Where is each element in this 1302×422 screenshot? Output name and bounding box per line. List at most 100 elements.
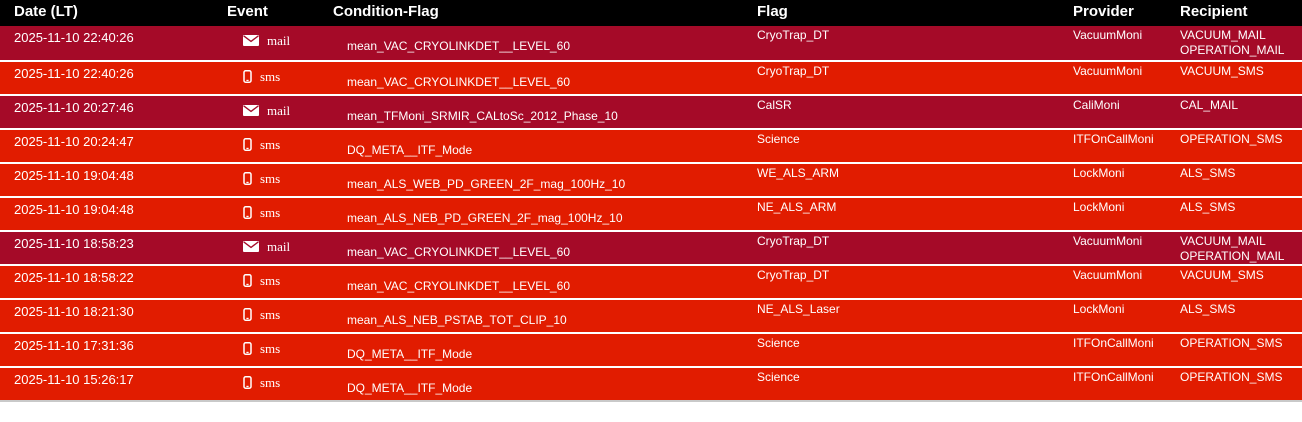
recipient-cell: OPERATION_SMS	[1179, 130, 1302, 162]
alert-row: 2025-11-10 22:40:26 sms mean_VAC_CRYOLIN…	[0, 60, 1302, 94]
column-header-condition-flag: Condition-Flag	[333, 3, 439, 20]
column-header-flag: Flag	[757, 3, 788, 20]
flag-cell: WE_ALS_ARM	[757, 166, 840, 180]
provider-cell: VacuumMoni	[1073, 234, 1143, 248]
flag-cell: CryoTrap_DT	[757, 234, 830, 248]
recipient-cell: VACUUM_MAIL OPERATION_MAIL	[1179, 232, 1302, 264]
table-body: 2025-11-10 22:40:26 mail mean_VAC_CRYOLI…	[0, 26, 1302, 400]
event-cell: sms	[215, 198, 333, 230]
date-cell: 2025-11-10 18:58:22	[14, 270, 134, 285]
provider-cell: LockMoni	[1073, 302, 1125, 316]
recipient-cell: CAL_MAIL	[1179, 96, 1302, 128]
condition-flag-cell: mean_ALS_NEB_PD_GREEN_2F_mag_100Hz_10	[347, 211, 623, 225]
provider-cell: LockMoni	[1073, 166, 1125, 180]
event-label: sms	[260, 341, 281, 356]
alert-row: 2025-11-10 22:40:26 mail mean_VAC_CRYOLI…	[0, 26, 1302, 60]
event-cell: sms	[215, 368, 333, 400]
recipient-item: CAL_MAIL	[1180, 98, 1239, 112]
recipient-item: VACUUM_SMS	[1180, 268, 1264, 282]
recipient-item: OPERATION_SMS	[1180, 132, 1283, 146]
recipient-cell: ALS_SMS	[1179, 164, 1302, 196]
alert-row: 2025-11-10 19:04:48 sms mean_ALS_WEB_PD_…	[0, 162, 1302, 196]
recipient-item: OPERATION_MAIL	[1180, 249, 1285, 263]
alert-log-table: Date (LT) Event Condition-Flag Flag Prov…	[0, 0, 1302, 402]
date-cell: 2025-11-10 17:31:36	[14, 338, 134, 353]
flag-cell: CryoTrap_DT	[757, 268, 830, 282]
event-cell: sms	[215, 266, 333, 298]
alert-row: 2025-11-10 17:31:36 sms DQ_META__ITF_Mod…	[0, 332, 1302, 366]
mail-envelope-icon	[243, 35, 259, 46]
event-label: sms	[260, 273, 281, 288]
mail-envelope-icon	[243, 241, 259, 252]
event-label: sms	[260, 205, 281, 220]
flag-cell: CryoTrap_DT	[757, 28, 830, 42]
mail-envelope-icon	[243, 105, 259, 116]
flag-cell: NE_ALS_ARM	[757, 200, 837, 214]
sms-phone-icon	[243, 172, 252, 185]
event-label: mail	[267, 239, 291, 254]
sms-phone-icon	[243, 308, 252, 321]
condition-flag-cell: DQ_META__ITF_Mode	[347, 347, 473, 361]
condition-flag-cell: mean_VAC_CRYOLINKDET__LEVEL_60	[347, 279, 571, 293]
condition-flag-cell: DQ_META__ITF_Mode	[347, 143, 473, 157]
date-cell: 2025-11-10 22:40:26	[14, 30, 134, 45]
recipient-item: OPERATION_MAIL	[1180, 43, 1285, 57]
alert-row: 2025-11-10 18:58:22 sms mean_VAC_CRYOLIN…	[0, 264, 1302, 298]
column-header-date: Date (LT)	[14, 3, 78, 20]
date-cell: 2025-11-10 20:24:47	[14, 134, 134, 149]
table-header-row: Date (LT) Event Condition-Flag Flag Prov…	[0, 0, 1302, 26]
date-cell: 2025-11-10 15:26:17	[14, 372, 134, 387]
provider-cell: ITFOnCallMoni	[1073, 132, 1154, 146]
event-cell: sms	[215, 62, 333, 94]
column-header-recipient: Recipient	[1180, 3, 1248, 20]
alert-row: 2025-11-10 18:58:23 mail mean_VAC_CRYOLI…	[0, 230, 1302, 264]
event-cell: mail	[215, 96, 333, 128]
recipient-item: OPERATION_SMS	[1180, 370, 1283, 384]
provider-cell: ITFOnCallMoni	[1073, 370, 1154, 384]
condition-flag-cell: mean_ALS_WEB_PD_GREEN_2F_mag_100Hz_10	[347, 177, 626, 191]
recipient-item: VACUUM_MAIL	[1180, 28, 1266, 42]
recipient-cell: OPERATION_SMS	[1179, 334, 1302, 366]
provider-cell: ITFOnCallMoni	[1073, 336, 1154, 350]
sms-phone-icon	[243, 70, 252, 83]
sms-phone-icon	[243, 342, 252, 355]
condition-flag-cell: mean_TFMoni_SRMIR_CALtoSc_2012_Phase_10	[347, 109, 618, 123]
flag-cell: CalSR	[757, 98, 792, 112]
date-cell: 2025-11-10 19:04:48	[14, 202, 134, 217]
alert-row: 2025-11-10 19:04:48 sms mean_ALS_NEB_PD_…	[0, 196, 1302, 230]
date-cell: 2025-11-10 19:04:48	[14, 168, 134, 183]
event-label: sms	[260, 69, 281, 84]
date-cell: 2025-11-10 20:27:46	[14, 100, 134, 115]
event-label: mail	[267, 103, 291, 118]
condition-flag-cell: mean_VAC_CRYOLINKDET__LEVEL_60	[347, 75, 571, 89]
provider-cell: VacuumMoni	[1073, 64, 1143, 78]
alert-row: 2025-11-10 20:24:47 sms DQ_META__ITF_Mod…	[0, 128, 1302, 162]
sms-phone-icon	[243, 138, 252, 151]
condition-flag-cell: mean_VAC_CRYOLINKDET__LEVEL_60	[347, 39, 571, 53]
condition-flag-cell: mean_ALS_NEB_PSTAB_TOT_CLIP_10	[347, 313, 567, 327]
recipient-item: ALS_SMS	[1180, 200, 1236, 214]
recipient-cell: VACUUM_SMS	[1179, 266, 1302, 298]
alert-row: 2025-11-10 18:21:30 sms mean_ALS_NEB_PST…	[0, 298, 1302, 332]
date-cell: 2025-11-10 18:21:30	[14, 304, 134, 319]
recipient-item: VACUUM_SMS	[1180, 64, 1264, 78]
flag-cell: NE_ALS_Laser	[757, 302, 840, 316]
sms-phone-icon	[243, 274, 252, 287]
flag-cell: Science	[757, 132, 800, 146]
recipient-cell: VACUUM_SMS	[1179, 62, 1302, 94]
date-cell: 2025-11-10 22:40:26	[14, 66, 134, 81]
alert-row: 2025-11-10 15:26:17 sms DQ_META__ITF_Mod…	[0, 366, 1302, 400]
column-header-provider: Provider	[1073, 3, 1134, 20]
event-label: mail	[267, 33, 291, 48]
flag-cell: Science	[757, 370, 800, 384]
event-label: sms	[260, 375, 281, 390]
alert-row: 2025-11-10 20:27:46 mail mean_TFMoni_SRM…	[0, 94, 1302, 128]
provider-cell: VacuumMoni	[1073, 268, 1143, 282]
event-label: sms	[260, 137, 281, 152]
provider-cell: LockMoni	[1073, 200, 1125, 214]
event-cell: mail	[215, 26, 333, 60]
event-cell: sms	[215, 334, 333, 366]
event-cell: sms	[215, 164, 333, 196]
event-cell: mail	[215, 232, 333, 264]
event-cell: sms	[215, 300, 333, 332]
